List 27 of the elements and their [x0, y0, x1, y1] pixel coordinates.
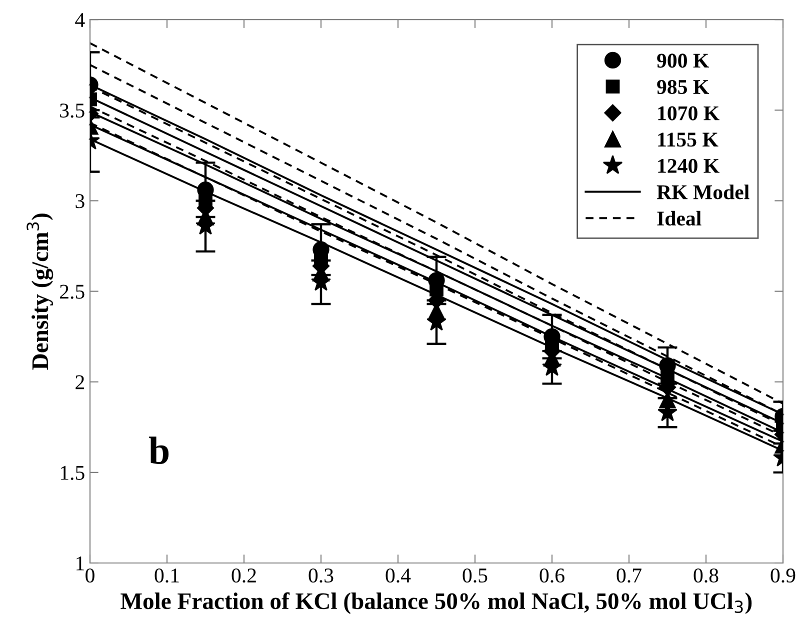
- x-tick-label: 0.9: [770, 568, 796, 583]
- y-axis-title: Density (g/cm$^{3}$): [26, 214, 54, 370]
- y-tick-label: 3.5: [60, 104, 84, 118]
- legend-label: 985 K: [657, 80, 710, 94]
- x-tick-label: 0.6: [540, 568, 564, 583]
- legend-label: Ideal: [657, 210, 702, 226]
- y-tick-label: 4: [75, 13, 85, 27]
- x-tick-label: 0.7: [616, 568, 642, 583]
- legend-label: 1070 K: [658, 106, 720, 120]
- legend-label: RK Model: [656, 184, 750, 200]
- x-tick-label: 0: [86, 568, 94, 583]
- x-tick-label: 0.3: [308, 568, 334, 583]
- x-axis-title: Mole Fraction of KCl (balance 50% mol NaCl, 50% mol UCl$_{3}$): [120, 592, 752, 614]
- annotation: b: [148, 436, 169, 464]
- x-tick-label: 0.1: [154, 568, 179, 583]
- y-tick-label: 2: [76, 375, 84, 390]
- x-tick-label: 0.2: [232, 568, 256, 583]
- x-tick-label: 0.4: [386, 568, 411, 583]
- legend-label: 1240 K: [658, 158, 720, 173]
- legend-label: 900 K: [657, 54, 710, 68]
- y-tick-label: 1.5: [60, 466, 84, 480]
- x-tick-label: 0.8: [694, 568, 718, 583]
- y-tick-label: 1: [76, 556, 84, 570]
- y-tick-label: 3: [76, 194, 84, 208]
- x-tick-label: 0.5: [462, 568, 488, 583]
- y-tick-label: 2.5: [60, 284, 84, 299]
- legend-label: 1155 K: [658, 132, 718, 147]
